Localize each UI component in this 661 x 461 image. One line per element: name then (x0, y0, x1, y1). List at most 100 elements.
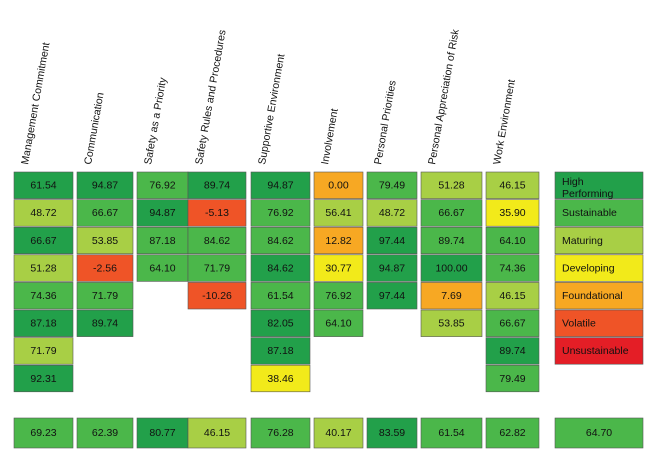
cell (366, 254, 418, 282)
legend-swatch (554, 282, 644, 310)
cell-value: 94.87 (267, 180, 293, 192)
cell-value: 7.69 (441, 290, 462, 302)
cell (187, 171, 247, 199)
cell-value: 97.44 (379, 290, 405, 302)
cell-value: 66.67 (30, 235, 56, 247)
cell-value: 76.92 (267, 207, 293, 219)
cell-value: 53.85 (92, 235, 118, 247)
cell (485, 226, 540, 255)
cell (13, 226, 74, 255)
cell-value: 84.62 (204, 235, 230, 247)
cell-value: 51.28 (30, 262, 56, 274)
cell-value: 71.79 (204, 262, 230, 274)
cell (250, 309, 311, 337)
cell (366, 171, 418, 199)
cell (485, 309, 540, 337)
cell (313, 254, 364, 282)
cell (366, 199, 418, 227)
cell-value: 56.41 (325, 207, 351, 219)
cell (136, 254, 189, 282)
legend-swatch (554, 171, 644, 199)
legend-swatch (554, 337, 644, 365)
cell-value: 97.44 (379, 235, 405, 247)
average-value: 83.59 (379, 427, 405, 439)
cell (250, 282, 311, 310)
legend-label: Developing (562, 262, 615, 274)
average-value: 80.77 (149, 427, 175, 439)
average-cell (76, 417, 134, 449)
cell (313, 309, 364, 337)
cell (485, 171, 540, 199)
cell (250, 364, 311, 393)
cell-value: -10.26 (202, 290, 232, 302)
cell (313, 282, 364, 310)
cell (76, 226, 134, 255)
cell (187, 282, 247, 310)
cell-value: 66.67 (438, 207, 464, 219)
cell-value: 51.28 (438, 180, 464, 192)
column-header: Safety as a Priority (142, 76, 169, 166)
legend-label: Volatile (562, 318, 596, 330)
cell-value: 61.54 (267, 290, 293, 302)
cell (13, 337, 74, 365)
legend-label: Maturing (562, 235, 603, 247)
cell-value: -2.56 (93, 262, 117, 274)
cell-value: 64.10 (325, 318, 351, 330)
cell (250, 199, 311, 227)
cell (13, 254, 74, 282)
cell (136, 226, 189, 255)
cell (420, 254, 483, 282)
average-value: 76.28 (267, 427, 293, 439)
cell-value: -5.13 (205, 207, 229, 219)
cell-value: 61.54 (30, 180, 56, 192)
cell-value: 48.72 (379, 207, 405, 219)
cell-value: 92.31 (30, 373, 56, 385)
cell-value: 87.18 (149, 235, 175, 247)
cell (136, 199, 189, 227)
average-value: 61.54 (438, 427, 464, 439)
legend-label: Sustainable (562, 207, 617, 219)
average-value: 62.82 (499, 427, 525, 439)
cell-value: 53.85 (438, 318, 464, 330)
column-header: Involvement (319, 108, 341, 166)
column-header: Personal Priorities (372, 80, 399, 166)
cell-value: 66.67 (92, 207, 118, 219)
cell (250, 226, 311, 255)
legend-swatch (554, 254, 644, 282)
cell-value: 89.74 (499, 345, 525, 357)
cell (485, 282, 540, 310)
column-header: Management Commitment (19, 42, 52, 166)
cell-value: 94.87 (379, 262, 405, 274)
cell-value: 94.87 (92, 180, 118, 192)
cell (187, 199, 247, 227)
cell (13, 199, 74, 227)
cell (13, 309, 74, 337)
cell (420, 171, 483, 199)
cell (76, 309, 134, 337)
cell-value: 79.49 (499, 373, 525, 385)
overall-cell (554, 417, 644, 449)
cell-value: 38.46 (267, 373, 293, 385)
cell (250, 171, 311, 199)
legend-label: Foundational (562, 290, 623, 302)
average-value: 46.15 (204, 427, 230, 439)
cell-value: 84.62 (267, 262, 293, 274)
cell (313, 199, 364, 227)
cell (250, 337, 311, 365)
cell-value: 100.00 (435, 262, 467, 274)
cell-value: 46.15 (499, 180, 525, 192)
average-cell (485, 417, 540, 449)
cell (485, 337, 540, 365)
cell-value: 12.82 (325, 235, 351, 247)
column-header: Safety Rules and Procedures (193, 29, 229, 166)
average-cell (136, 417, 189, 449)
cell-value: 71.79 (92, 290, 118, 302)
cell-value: 30.77 (325, 262, 351, 274)
cell-value: 79.49 (379, 180, 405, 192)
average-cell (250, 417, 311, 449)
cell (485, 199, 540, 227)
cell (420, 226, 483, 255)
legend-label: Unsustainable (562, 345, 629, 357)
cell-value: 0.00 (328, 180, 349, 192)
